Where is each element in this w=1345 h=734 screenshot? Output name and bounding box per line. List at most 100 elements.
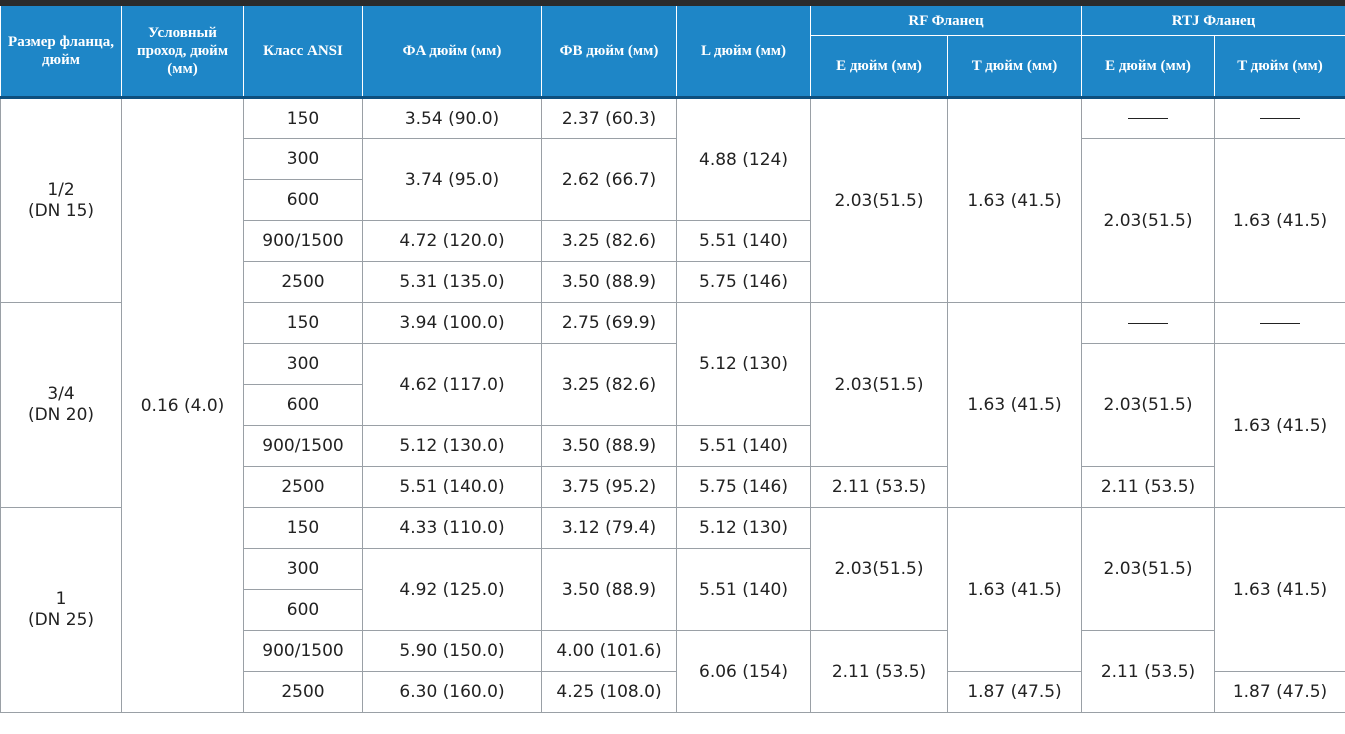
header-rf-flange: RF Фланец — [810, 6, 1082, 36]
table-row: 300 3.74 (95.0) 2.62 (66.7) 2.03(51.5) 1… — [1, 138, 1345, 303]
class-cell: 600 — [243, 589, 363, 631]
header-l: L дюйм (мм) — [676, 6, 811, 98]
size-value: 1 — [55, 589, 67, 609]
table-row: 2500 5.51 (140.0) 3.75 (95.2) 5.75 (146)… — [1, 466, 1345, 508]
rf-t-cell: 1.63 (41.5) — [947, 96, 1082, 303]
size-dn: (DN 15) — [27, 200, 95, 221]
class-cell: 150 — [243, 507, 363, 549]
rtj-e-cell: 2.03(51.5) — [1081, 343, 1215, 467]
rtj-t-cell: 1.63 (41.5) — [1214, 343, 1345, 508]
size-cell: 1 (DN 25) — [0, 507, 122, 713]
table-row: 3/4 (DN 20) 150 3.94 (100.0) 2.75 (69.9)… — [0, 302, 1345, 508]
rf-t-cell: 1.87 (47.5) — [947, 671, 1082, 713]
rf-t-cell: 1.63 (41.5) — [947, 507, 1082, 672]
size-cell: 1/2 (DN 15) — [0, 96, 122, 303]
class-cell: 600 — [243, 384, 363, 426]
fb-cell: 2.62 (66.7) — [541, 138, 677, 221]
header-rf-t: T дюйм (мм) — [947, 35, 1082, 98]
size-dn: (DN 20) — [27, 405, 95, 425]
dash-mark — [1128, 118, 1168, 119]
header-ansi-class: Класс ANSI — [243, 6, 363, 98]
dash-mark — [1128, 322, 1168, 324]
header-fa: ФA дюйм (мм) — [362, 6, 542, 98]
l-cell: 5.51 (140) — [676, 425, 811, 467]
class-cell: 150 — [243, 96, 363, 139]
l-cell: 6.06 (154) — [676, 630, 811, 713]
dash-mark — [1260, 118, 1300, 119]
l-cell: 4.88 (124) — [676, 96, 811, 221]
rtj-e-cell: 2.11 (53.5) — [1081, 466, 1215, 508]
fb-cell: 4.25 (108.0) — [541, 671, 677, 713]
rf-e-cell: 2.03(51.5) — [810, 507, 948, 631]
rtj-t-cell-na — [1214, 302, 1345, 344]
table-body: 1/2 (DN 15) 0.16 (4.0) 150 3.54 (90.0) 2… — [0, 96, 1345, 713]
flange-spec-table: Размер фланца, дюйм Условный проход, дюй… — [0, 6, 1345, 713]
fa-cell: 5.12 (130.0) — [362, 425, 542, 467]
fa-cell: 5.31 (135.0) — [362, 261, 542, 303]
fa-cell: 4.72 (120.0) — [362, 220, 542, 262]
l-cell: 5.75 (146) — [676, 261, 811, 303]
fb-cell: 3.50 (88.9) — [541, 261, 677, 303]
header-fb: ФB дюйм (мм) — [541, 6, 677, 98]
fb-cell: 3.25 (82.6) — [541, 343, 677, 426]
rtj-t-cell: 1.63 (41.5) — [1214, 507, 1345, 672]
fa-cell: 5.90 (150.0) — [362, 630, 542, 672]
rf-t-cell: 1.63 (41.5) — [947, 302, 1082, 508]
table-row: 2500 5.31 (135.0) 3.50 (88.9) 5.75 (146) — [1, 261, 1345, 303]
class-cell: 300 — [243, 343, 363, 385]
size-cell: 3/4 (DN 20) — [0, 302, 122, 508]
class-cell: 600 — [243, 179, 363, 221]
fa-cell: 6.30 (160.0) — [362, 671, 542, 713]
fa-cell: 3.94 (100.0) — [362, 302, 542, 344]
table-row: 900/1500 5.90 (150.0) 4.00 (101.6) 6.06 … — [1, 630, 1345, 713]
l-cell: 5.51 (140) — [676, 548, 811, 631]
table-row: 600 — [1, 179, 1345, 221]
header-rtj-e: E дюйм (мм) — [1081, 35, 1215, 98]
table-row: 300 4.92 (125.0) 3.50 (88.9) 5.51 (140) — [1, 548, 1345, 631]
dash-mark — [1260, 322, 1300, 324]
header-nominal-bore: Условный проход, дюйм (мм) — [121, 6, 244, 98]
class-cell: 900/1500 — [243, 220, 363, 262]
class-cell: 150 — [243, 302, 363, 344]
rtj-e-cell-na — [1081, 302, 1215, 344]
rtj-t-cell-na — [1214, 96, 1345, 139]
class-cell: 900/1500 — [243, 425, 363, 467]
class-cell: 2500 — [243, 671, 363, 713]
fb-cell: 3.50 (88.9) — [541, 425, 677, 467]
l-cell: 5.75 (146) — [676, 466, 811, 508]
rtj-e-cell: 2.03(51.5) — [1081, 138, 1215, 303]
rtj-t-cell: 1.87 (47.5) — [1214, 671, 1345, 713]
fb-cell: 2.75 (69.9) — [541, 302, 677, 344]
class-cell: 2500 — [243, 466, 363, 508]
fb-cell: 2.37 (60.3) — [541, 96, 677, 139]
table-row: 600 — [1, 589, 1345, 631]
class-cell: 2500 — [243, 261, 363, 303]
fb-cell: 3.12 (79.4) — [541, 507, 677, 549]
header-rtj-t: T дюйм (мм) — [1214, 35, 1345, 98]
rf-e-cell: 2.11 (53.5) — [810, 466, 948, 508]
class-cell: 300 — [243, 548, 363, 590]
rtj-e-cell: 2.03(51.5) — [1081, 507, 1215, 631]
table-row: 2500 6.30 (160.0) 4.25 (108.0) 1.87 (47.… — [1, 671, 1345, 713]
table-row: 1 (DN 25) 150 4.33 (110.0) 3.12 (79.4) 5… — [0, 507, 1345, 713]
size-dn: (DN 25) — [27, 610, 95, 630]
table-header: Размер фланца, дюйм Условный проход, дюй… — [0, 6, 1345, 98]
l-cell: 5.12 (130) — [676, 507, 811, 549]
table-row: 300 4.62 (117.0) 3.25 (82.6) 2.03(51.5) … — [1, 343, 1345, 508]
fa-cell: 5.51 (140.0) — [362, 466, 542, 508]
rf-e-cell: 2.03(51.5) — [810, 302, 948, 467]
table-row: 900/1500 4.72 (120.0) 3.25 (82.6) 5.51 (… — [1, 220, 1345, 262]
size-value: 1/2 — [47, 179, 75, 200]
table-row: 900/1500 5.12 (130.0) 3.50 (88.9) 5.51 (… — [1, 425, 1345, 467]
l-cell: 5.51 (140) — [676, 220, 811, 262]
fb-cell: 3.25 (82.6) — [541, 220, 677, 262]
class-cell: 300 — [243, 138, 363, 180]
top-bar — [0, 0, 1345, 6]
fb-cell: 3.75 (95.2) — [541, 466, 677, 508]
rtj-t-cell: 1.63 (41.5) — [1214, 138, 1345, 303]
l-cell: 5.12 (130) — [676, 302, 811, 426]
rtj-e-cell-na — [1081, 96, 1215, 139]
rf-e-cell: 2.11 (53.5) — [810, 630, 948, 713]
nominal-bore-cell: 0.16 (4.0) — [121, 96, 244, 713]
fb-cell: 3.50 (88.9) — [541, 548, 677, 631]
